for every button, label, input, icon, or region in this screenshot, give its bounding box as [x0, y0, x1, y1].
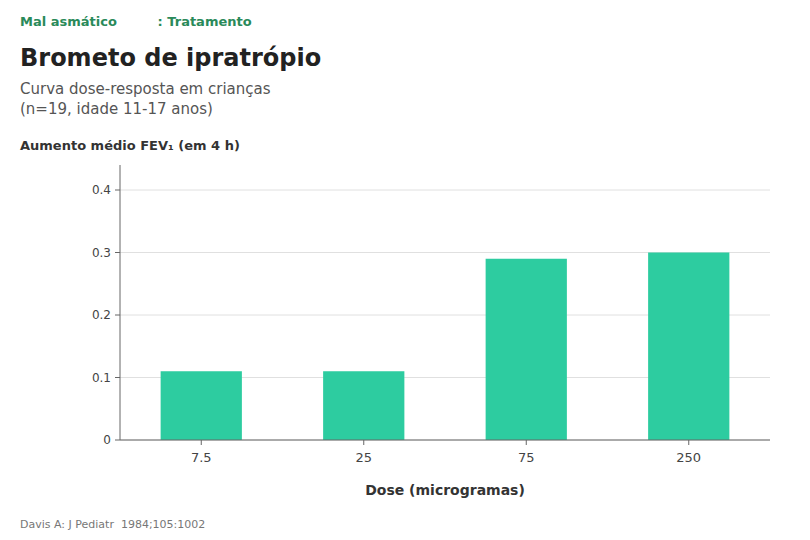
x-tick-label: 250	[676, 450, 701, 465]
reference: Davis A: J Pediatr 1984;105:1002	[20, 518, 205, 531]
x-tick	[363, 440, 364, 445]
y-tick	[115, 377, 120, 378]
grid-line	[120, 190, 770, 191]
y-tick-label: 0	[103, 433, 111, 447]
x-tick-label: 25	[355, 450, 372, 465]
title: Brometo de ipratrópio	[20, 44, 321, 72]
y-tick-label: 0.2	[92, 308, 111, 322]
subtitle: (n=19, idade 11-17 anos)	[20, 100, 213, 118]
y-tick	[115, 190, 120, 191]
y-tick	[115, 252, 120, 253]
x-axis-line	[120, 440, 770, 441]
x-tick	[526, 440, 527, 445]
bar	[486, 259, 567, 440]
y-tick	[115, 440, 120, 441]
header-tag: Mal asmático : Tratamento	[20, 14, 252, 29]
bar	[161, 371, 242, 440]
y-axis-label: Aumento médio FEV₁ (em 4 h)	[20, 138, 240, 153]
y-tick-label: 0.3	[92, 246, 111, 260]
x-axis-label: Dose (microgramas)	[365, 482, 525, 498]
y-tick-label: 0.4	[92, 183, 111, 197]
bar	[323, 371, 404, 440]
x-tick-label: 75	[518, 450, 535, 465]
x-tick	[688, 440, 689, 445]
grid	[120, 190, 770, 440]
x-tick-label: 7.5	[191, 450, 212, 465]
grid-line	[120, 440, 770, 441]
bars	[161, 253, 730, 441]
subtitle: Curva dose-resposta em crianças	[20, 80, 271, 98]
x-tick	[201, 440, 202, 445]
y-tick-label: 0.1	[92, 371, 111, 385]
y-axis-line	[120, 165, 121, 440]
bar	[648, 253, 729, 441]
chart: Mal asmático : Tratamento Brometo de ipra…	[0, 0, 810, 540]
y-tick	[115, 315, 120, 316]
